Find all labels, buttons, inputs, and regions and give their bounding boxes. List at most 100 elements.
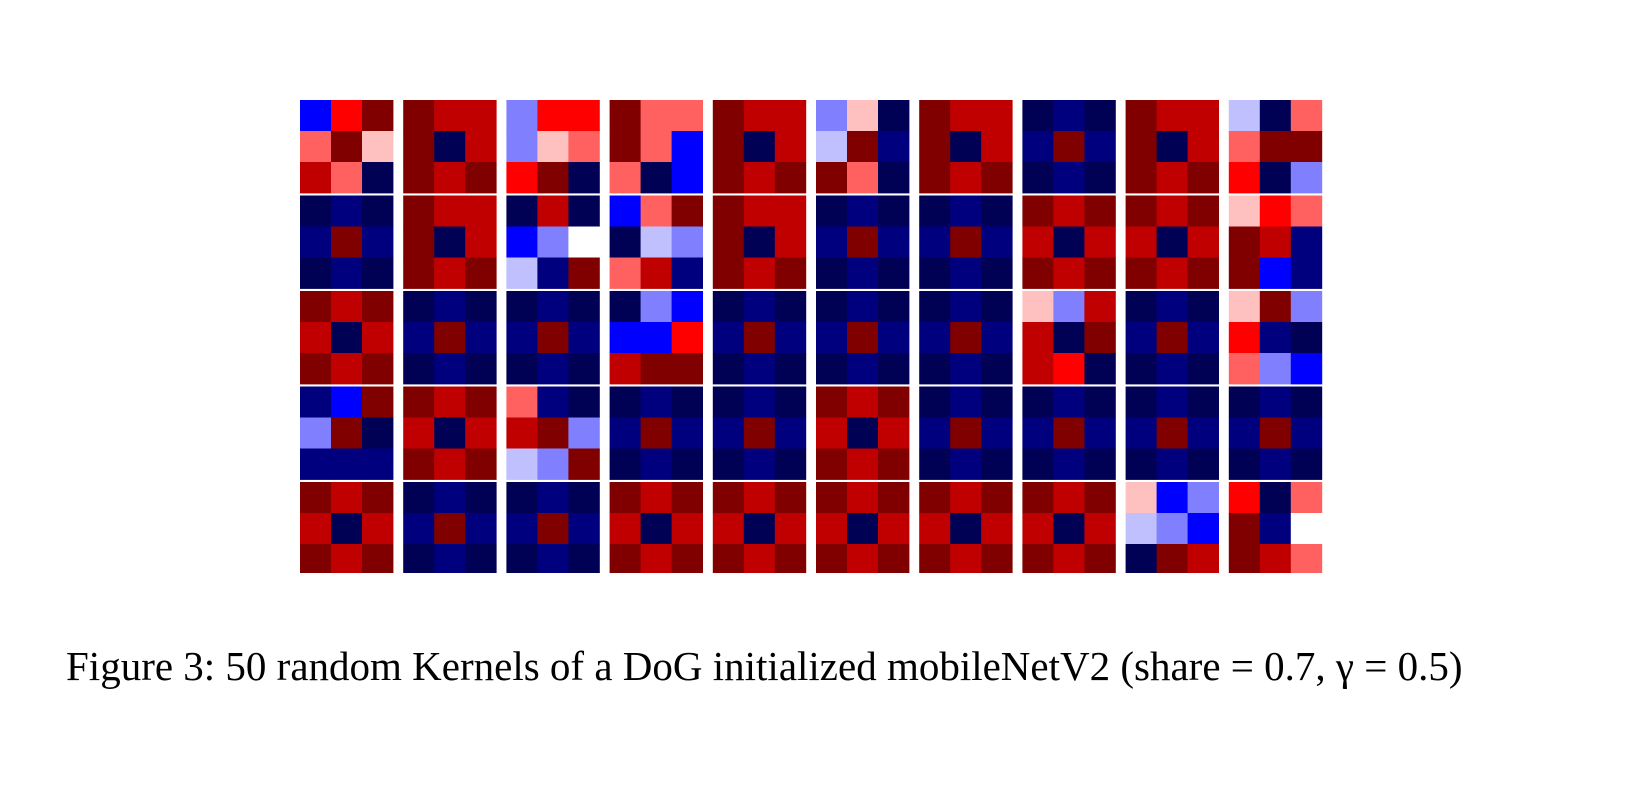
- kernel-cell: [1187, 195, 1219, 227]
- kernel-cell: [434, 482, 466, 514]
- kernel-cell: [1053, 162, 1085, 194]
- kernel-cell: [743, 322, 776, 354]
- kernel-cell: [1228, 257, 1261, 289]
- kernel-cell: [331, 482, 363, 514]
- kernel-17: [919, 195, 1013, 289]
- kernel-31: [300, 386, 394, 480]
- kernel-cell: [403, 482, 435, 514]
- kernel-cell: [1053, 100, 1085, 132]
- kernel-cell: [1053, 226, 1085, 258]
- kernel-cell: [847, 513, 879, 545]
- kernel-14: [609, 195, 703, 289]
- kernel-46: [816, 482, 910, 573]
- kernel-cell: [743, 257, 776, 289]
- kernel-cell: [506, 448, 538, 480]
- kernel-cell: [743, 482, 776, 514]
- kernel-cell: [1084, 226, 1116, 258]
- kernel-cell: [1022, 162, 1054, 194]
- kernel-cell: [537, 386, 569, 418]
- kernel-cell: [816, 195, 848, 227]
- kernel-cell: [919, 513, 951, 545]
- kernel-cell: [743, 100, 776, 132]
- kernel-cell: [1022, 417, 1054, 449]
- kernel-cell: [609, 417, 641, 449]
- kernel-21: [300, 291, 394, 385]
- kernel-cell: [950, 353, 982, 385]
- kernel-cell: [609, 353, 641, 385]
- kernel-36: [816, 386, 910, 480]
- kernel-cell: [1156, 386, 1188, 418]
- kernel-cell: [878, 386, 910, 418]
- kernel-cell: [609, 322, 641, 354]
- kernel-cell: [1022, 322, 1054, 354]
- kernel-cell: [1156, 544, 1188, 573]
- kernel-cell: [1125, 386, 1157, 418]
- kernel-cell: [434, 544, 466, 573]
- kernel-cell: [403, 195, 435, 227]
- kernel-cell: [919, 100, 951, 132]
- kernel-cell: [506, 131, 538, 163]
- kernel-cell: [362, 513, 394, 545]
- kernel-cell: [919, 544, 951, 573]
- kernel-cell: [300, 162, 332, 194]
- kernel-cell: [1125, 100, 1157, 132]
- kernel-cell: [981, 386, 1013, 418]
- kernel-40: [1228, 386, 1323, 480]
- kernel-cell: [919, 386, 951, 418]
- kernel-cell: [331, 417, 363, 449]
- kernel-cell: [1290, 291, 1323, 323]
- kernel-cell: [1053, 482, 1085, 514]
- kernel-cell: [1290, 353, 1323, 385]
- kernel-cell: [1187, 544, 1219, 573]
- kernel-cell: [506, 226, 538, 258]
- kernel-cell: [1053, 291, 1085, 323]
- kernel-43: [506, 482, 600, 573]
- kernel-cell: [1228, 226, 1261, 258]
- kernel-cell: [1290, 417, 1323, 449]
- kernel-cell: [1084, 322, 1116, 354]
- kernel-cell: [1290, 482, 1323, 514]
- kernel-cell: [506, 513, 538, 545]
- kernel-cell: [331, 195, 363, 227]
- kernel-cell: [537, 544, 569, 573]
- kernel-cell: [537, 291, 569, 323]
- kernel-cell: [1290, 544, 1323, 573]
- kernel-cell: [712, 322, 745, 354]
- kernel-cell: [568, 195, 600, 227]
- kernel-cell: [537, 322, 569, 354]
- kernel-18: [1022, 195, 1116, 289]
- kernel-cell: [465, 322, 497, 354]
- kernel-cell: [640, 226, 672, 258]
- kernel-cell: [1259, 162, 1292, 194]
- kernel-cell: [465, 131, 497, 163]
- kernel-cell: [537, 448, 569, 480]
- kernel-34: [609, 386, 703, 480]
- kernel-cell: [671, 226, 703, 258]
- kernel-cell: [331, 131, 363, 163]
- kernel-cell: [1022, 448, 1054, 480]
- kernel-cell: [847, 322, 879, 354]
- kernel-cell: [465, 513, 497, 545]
- kernel-cell: [774, 195, 807, 227]
- kernel-cell: [331, 291, 363, 323]
- kernel-cell: [816, 417, 848, 449]
- kernel-cell: [568, 417, 600, 449]
- kernel-cell: [362, 417, 394, 449]
- kernel-cell: [1022, 100, 1054, 132]
- kernel-cell: [1228, 162, 1261, 194]
- kernel-cell: [362, 195, 394, 227]
- kernel-cell: [1125, 195, 1157, 227]
- kernel-cell: [362, 386, 394, 418]
- kernel-cell: [465, 291, 497, 323]
- kernel-cell: [1259, 322, 1292, 354]
- kernel-cell: [712, 162, 745, 194]
- kernel-cell: [300, 131, 332, 163]
- kernel-cell: [1259, 386, 1292, 418]
- kernel-cell: [712, 131, 745, 163]
- kernel-cell: [1053, 195, 1085, 227]
- kernel-cell: [671, 100, 703, 132]
- kernel-cell: [774, 162, 807, 194]
- kernel-cell: [403, 226, 435, 258]
- kernel-cell: [1259, 257, 1292, 289]
- kernel-cell: [1187, 322, 1219, 354]
